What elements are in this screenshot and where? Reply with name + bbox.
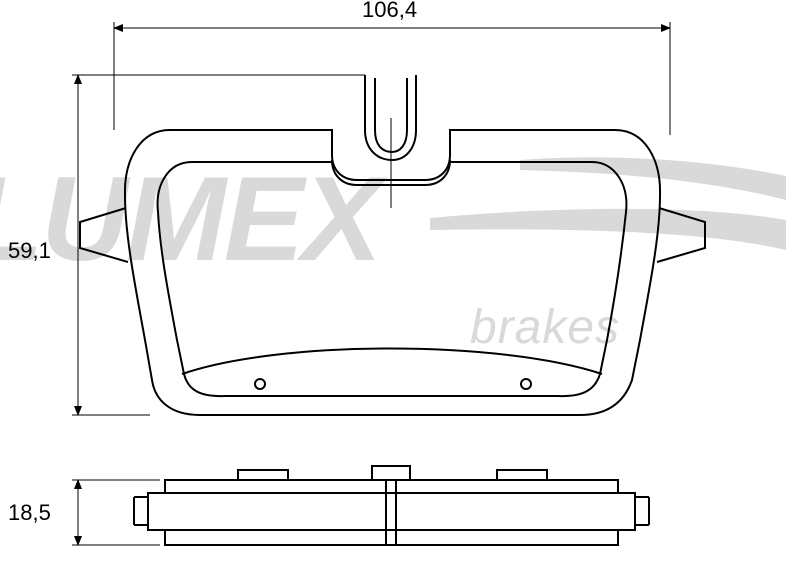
side-clip-left <box>238 470 288 480</box>
dim-thickness-label: 18,5 <box>8 500 51 526</box>
side-center-clip <box>372 466 410 480</box>
friction-pad-outline <box>158 160 627 396</box>
rivet-hole-left <box>255 379 265 389</box>
technical-drawing <box>0 0 786 579</box>
side-backing-top <box>165 480 618 493</box>
pad-bottom-arc <box>182 349 602 375</box>
side-view <box>134 466 649 545</box>
side-backing-bottom <box>165 530 618 545</box>
side-clip-right <box>497 470 547 480</box>
dim-height-label: 59,1 <box>8 238 51 264</box>
side-body <box>148 493 635 530</box>
mount-tab-left <box>80 208 128 262</box>
backing-plate-outline <box>125 130 660 415</box>
front-view <box>80 75 705 415</box>
dim-width-label: 106,4 <box>362 0 417 23</box>
mount-tab-right <box>657 208 705 262</box>
rivet-hole-right <box>521 379 531 389</box>
